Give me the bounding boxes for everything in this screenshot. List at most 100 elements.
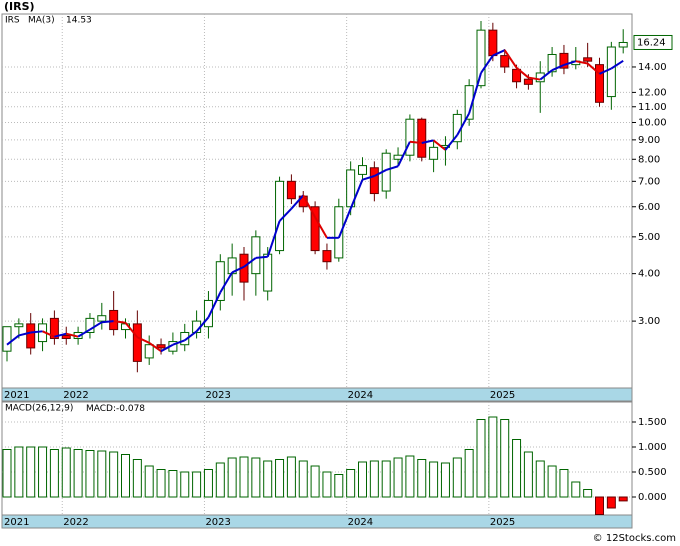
plot-frame — [1, 401, 633, 516]
ma-line — [503, 49, 518, 69]
ma-line — [373, 169, 387, 177]
macd-bar — [168, 470, 178, 498]
x-tick-label: 2021 — [4, 517, 29, 528]
ma-line — [610, 59, 624, 70]
candle-body — [61, 334, 71, 339]
date-strip — [1, 514, 633, 529]
ma-line — [421, 139, 434, 144]
macd-bar — [476, 419, 486, 498]
macd-bar — [203, 469, 213, 498]
macd-bar — [49, 449, 59, 498]
ma-line — [18, 331, 31, 337]
candle-body — [180, 331, 190, 346]
ma-line — [575, 60, 588, 65]
legend-ma-value: 14.53 — [66, 16, 92, 26]
macd-bar — [251, 457, 261, 498]
ma-line — [444, 134, 459, 151]
candle-body — [2, 326, 12, 352]
macd-bar — [358, 461, 367, 498]
macd-value: -0.078 — [116, 404, 145, 414]
ma-line — [219, 271, 234, 293]
ma-line — [337, 208, 352, 239]
macd-bar — [559, 469, 569, 498]
ma-line — [77, 328, 91, 338]
x-tick-label: 2025 — [490, 517, 515, 528]
macd-bar — [298, 460, 308, 498]
candle-body — [547, 53, 557, 73]
macd-bar — [417, 459, 427, 498]
macd-bar — [535, 460, 545, 498]
x-tick-label: 2025 — [490, 390, 515, 401]
macd-bar — [38, 446, 48, 498]
x-tick-label: 2023 — [205, 517, 230, 528]
y-tick-label: 9.00 — [638, 135, 660, 146]
ma-line — [385, 165, 399, 171]
candle-body — [14, 323, 24, 328]
candle-body — [49, 317, 59, 339]
ma-line — [599, 67, 612, 75]
y-tick-label: 0.000 — [638, 492, 667, 503]
date-strip — [1, 387, 633, 402]
ma-line — [528, 76, 541, 81]
ma-line — [362, 175, 375, 181]
candle-body — [275, 180, 285, 252]
candle-body — [215, 261, 225, 301]
macd-bar — [429, 461, 439, 498]
ma-line — [160, 343, 174, 353]
candle-body — [310, 206, 320, 252]
macd-bar — [464, 449, 474, 498]
x-tick-label: 2021 — [4, 390, 29, 401]
candle-body — [109, 309, 119, 331]
macd-bar — [405, 455, 415, 498]
macd-bar — [2, 449, 12, 498]
macd-bar — [192, 471, 202, 498]
candle-body — [488, 29, 498, 57]
macd-legend: MACD:-0.078 — [86, 404, 145, 414]
ma-line — [255, 255, 268, 259]
macd-bar — [440, 462, 450, 498]
footer: © 12Stocks.com — [593, 533, 676, 544]
x-tick-label: 2022 — [63, 390, 88, 401]
y-tick-label: 14.00 — [638, 62, 667, 73]
candle-body — [405, 118, 415, 156]
ma-line — [243, 257, 257, 268]
macd-bar — [618, 496, 628, 502]
ma-line — [409, 140, 422, 144]
ma-line — [266, 220, 281, 258]
x-tick-label: 2023 — [205, 390, 230, 401]
macd-bar — [381, 460, 391, 498]
ma-line — [432, 139, 447, 151]
last-price-box — [633, 34, 673, 50]
candle-body — [429, 146, 439, 160]
candle-body — [203, 299, 213, 328]
candle-body — [595, 64, 604, 103]
macd-bar — [286, 456, 296, 498]
plot-frame — [1, 13, 633, 389]
y-tick-label: 12.00 — [638, 87, 667, 98]
macd-prefix: MACD: — [86, 404, 116, 414]
ma-line — [172, 339, 186, 346]
ma-line — [551, 64, 565, 72]
ma-line — [148, 342, 162, 353]
macd-bar — [488, 416, 498, 498]
ma-line — [184, 330, 198, 342]
candle-body — [322, 250, 332, 263]
macd-bar — [239, 456, 249, 498]
macd-bar — [156, 469, 166, 498]
ma-line — [539, 69, 553, 81]
ma-line — [113, 320, 126, 324]
ma-line — [492, 49, 506, 57]
ma-line — [515, 67, 530, 79]
candle-body — [358, 165, 367, 175]
candle-body — [512, 68, 522, 83]
candle-body — [251, 236, 261, 275]
macd-bar — [393, 457, 403, 498]
y-tick-label: 0.500 — [638, 467, 667, 478]
candle-body — [606, 46, 616, 98]
candle-body — [132, 323, 142, 362]
candle-body — [559, 52, 569, 69]
macd-bar — [547, 465, 557, 498]
candle-body — [500, 55, 510, 68]
last-price-label: 16.24 — [637, 37, 666, 48]
